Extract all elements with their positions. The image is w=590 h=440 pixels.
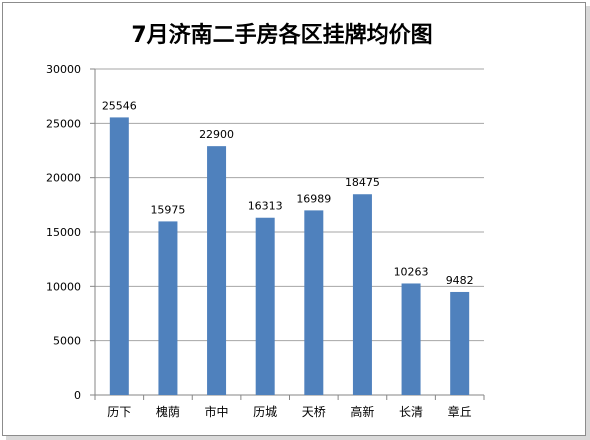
bar (450, 291, 470, 395)
y-tick-label: 0 (74, 389, 81, 402)
bars (109, 117, 470, 395)
y-tick-label: 10000 (46, 280, 81, 293)
y-tick-label: 30000 (46, 63, 81, 76)
x-tick-label: 高新 (350, 404, 374, 419)
bar (401, 283, 421, 395)
y-tick-label: 20000 (46, 172, 81, 185)
bar (207, 146, 227, 395)
x-tick-label: 历城 (253, 405, 277, 419)
y-tick-label: 25000 (46, 117, 81, 130)
axes (90, 68, 485, 400)
x-tick-label: 市中 (205, 404, 229, 419)
data-label: 25546 (102, 99, 137, 112)
x-tick-label: 长清 (399, 405, 423, 419)
y-tick-labels: 0 5000 10000 15000 20000 25000 30000 (46, 63, 81, 402)
chart-frame (2, 2, 586, 436)
data-label: 16313 (248, 200, 283, 213)
y-tick-label: 15000 (46, 226, 81, 239)
x-tick-label: 章丘 (448, 404, 472, 419)
data-label: 16989 (296, 192, 331, 205)
data-label: 15975 (150, 203, 185, 216)
chart-title: 7月济南二手房各区挂牌均价图 (131, 22, 432, 48)
data-labels: 25546 15975 22900 16313 16989 18475 10263 9482 (102, 99, 474, 287)
y-tick-label: 5000 (53, 335, 81, 348)
data-label: 22900 (199, 128, 234, 141)
x-tick-label: 天桥 (302, 405, 326, 419)
data-label: 9482 (446, 274, 474, 287)
bar (304, 210, 324, 395)
data-label: 10263 (394, 265, 429, 278)
bar (109, 117, 129, 395)
x-tick-labels: 历下 槐荫 市中 历城 天桥 高新 长清 章丘 (107, 404, 471, 419)
bar (158, 221, 178, 395)
x-tick-label: 历下 (107, 405, 131, 419)
data-label: 18475 (345, 176, 380, 189)
x-tick-label: 槐荫 (156, 404, 180, 419)
bar (352, 194, 372, 395)
bar (255, 217, 275, 395)
